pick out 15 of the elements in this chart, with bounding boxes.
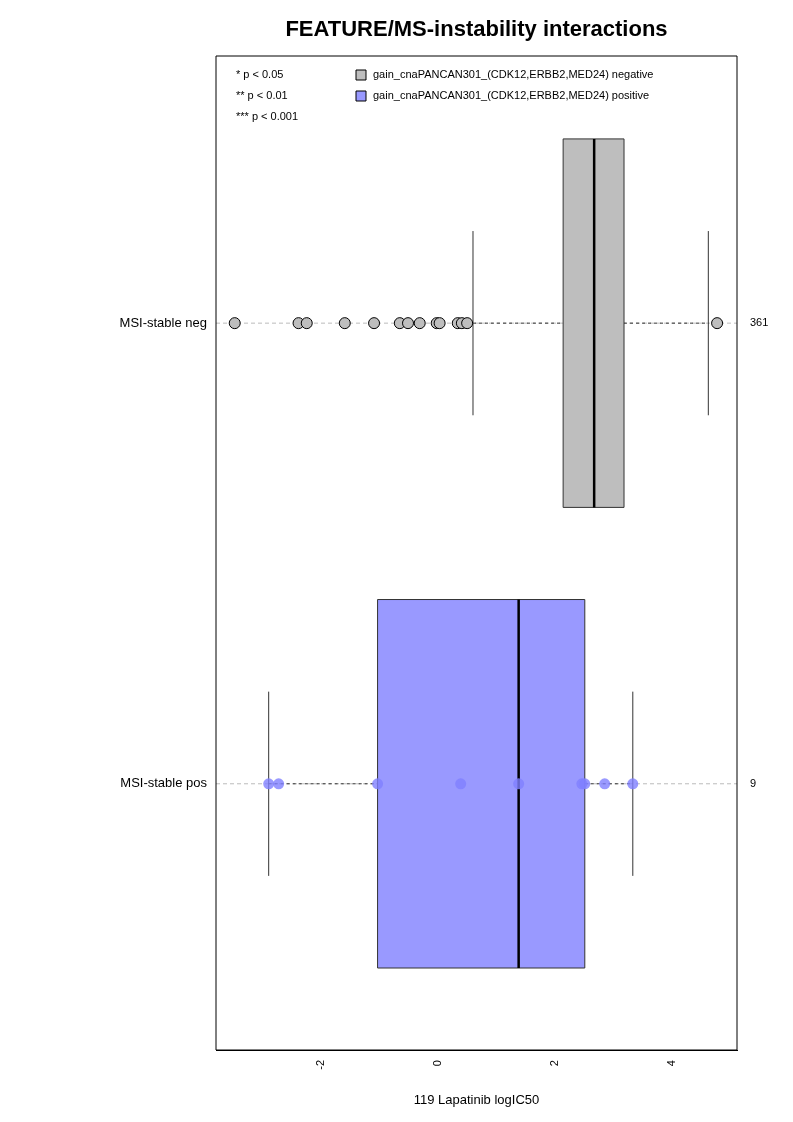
x-tick-label: 0 — [430, 1060, 443, 1067]
chart-title: FEATURE/MS-instability interactions — [285, 16, 668, 42]
legend-label: gain_cnaPANCAN301_(CDK12,ERBB2,MED24) negative — [373, 68, 654, 81]
y-tick-label: MSI-stable neg — [119, 314, 207, 330]
annotation: *** p < 0.001 — [236, 110, 299, 123]
annotation: ** p < 0.01 — [236, 89, 288, 102]
x-tick-label: 2 — [547, 1060, 560, 1067]
x-tick-label: 4 — [665, 1060, 678, 1067]
y-tick-label: MSI-stable pos — [120, 775, 208, 791]
text: 9 — [750, 776, 757, 789]
annotation: * p < 0.05 — [236, 68, 284, 81]
x-axis-title: 119 Lapatinib logIC50 — [413, 1091, 540, 1107]
legend-label: gain_cnaPANCAN301_(CDK12,ERBB2,MED24) positive — [373, 89, 650, 102]
text: 361 — [750, 316, 769, 329]
x-tick-label: -2 — [313, 1060, 326, 1070]
